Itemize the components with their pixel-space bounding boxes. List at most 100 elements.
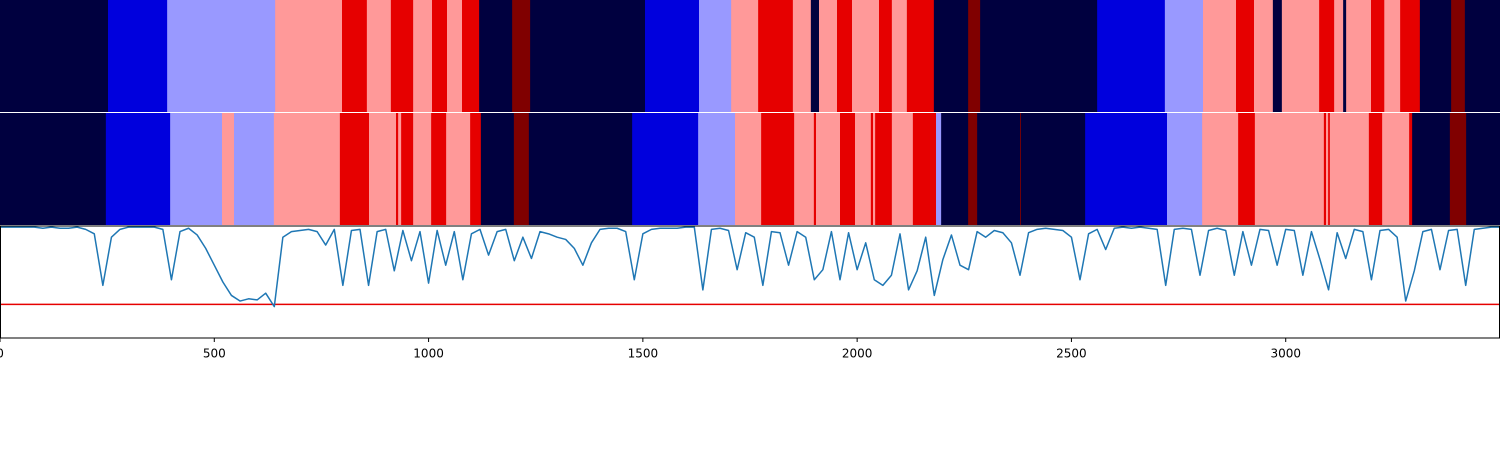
segment [1319, 0, 1335, 112]
segment [1202, 113, 1239, 225]
segment [852, 0, 880, 112]
segment [879, 0, 893, 112]
segment [1164, 0, 1204, 112]
segment [446, 113, 471, 225]
segment [105, 113, 171, 225]
segment [875, 113, 893, 225]
segment [1409, 113, 1413, 225]
segment [462, 0, 480, 112]
segment [891, 113, 914, 225]
segment [480, 113, 515, 225]
segment [1451, 0, 1466, 112]
segment [470, 113, 482, 225]
x-tick-label: 2500 [1056, 347, 1087, 361]
segment [1334, 0, 1344, 112]
segment [1466, 113, 1500, 225]
segment [1020, 113, 1086, 225]
segment [339, 113, 370, 225]
segment [980, 0, 1098, 112]
segment [530, 0, 646, 112]
segment [0, 113, 107, 225]
x-tick-label: 500 [203, 347, 226, 361]
x-tick-label: 1500 [628, 347, 659, 361]
segment [968, 0, 981, 112]
segment [167, 0, 276, 112]
segment [398, 113, 402, 225]
x-tick-label: 3000 [1270, 347, 1301, 361]
segment [816, 113, 841, 225]
segment [1464, 0, 1500, 112]
segment [1097, 0, 1166, 112]
segment [1020, 113, 1022, 225]
segment [968, 113, 978, 225]
segment [837, 0, 853, 112]
segment [936, 113, 942, 225]
segment [855, 113, 872, 225]
segment [1368, 113, 1383, 225]
segment [870, 113, 874, 225]
segment [1371, 0, 1385, 112]
segment [645, 0, 700, 112]
segment [933, 0, 969, 112]
x-tick-label: 0 [0, 347, 4, 361]
segment [1236, 0, 1255, 112]
segment [1254, 0, 1274, 112]
segment [222, 113, 235, 225]
segment [792, 0, 812, 112]
segment [369, 113, 397, 225]
segment [396, 113, 399, 225]
segment [1329, 113, 1370, 225]
segment [1328, 113, 1331, 225]
segment [234, 113, 275, 225]
segment [761, 113, 795, 225]
segment [512, 0, 531, 112]
segment [1343, 0, 1347, 112]
segment [366, 0, 392, 112]
segment [1281, 0, 1320, 112]
segment [1382, 113, 1410, 225]
axes-frame [0, 225, 1500, 339]
segment [1346, 0, 1372, 112]
segment [432, 0, 448, 112]
segment [698, 113, 736, 225]
segment [813, 113, 817, 225]
segment [413, 0, 433, 112]
segment [273, 113, 341, 225]
x-tick-label: 1000 [413, 347, 444, 361]
segment [1254, 113, 1325, 225]
segment [632, 113, 699, 225]
segment [699, 0, 732, 112]
segment [819, 0, 838, 112]
segment [1167, 113, 1203, 225]
segment [1449, 113, 1467, 225]
segment [275, 0, 343, 112]
segment [342, 0, 368, 112]
segment [735, 113, 762, 225]
segment [108, 0, 168, 112]
segment [758, 0, 794, 112]
segment [1203, 0, 1237, 112]
segment [431, 113, 447, 225]
x-tick-label: 2000 [842, 347, 873, 361]
segment [873, 113, 876, 225]
segment [1326, 113, 1329, 225]
line-series [0, 226, 1500, 308]
segment [906, 0, 935, 112]
segment [912, 113, 937, 225]
segment [170, 113, 223, 225]
segment [891, 0, 908, 112]
segment [1238, 113, 1256, 225]
segment [413, 113, 432, 225]
segment [731, 0, 759, 112]
segment [513, 113, 530, 225]
segment [1085, 113, 1168, 225]
segment [1400, 0, 1421, 112]
segment [447, 0, 463, 112]
segment [794, 113, 815, 225]
segment [528, 113, 633, 225]
segment [479, 0, 513, 112]
segment [840, 113, 856, 225]
segment [1419, 0, 1452, 112]
